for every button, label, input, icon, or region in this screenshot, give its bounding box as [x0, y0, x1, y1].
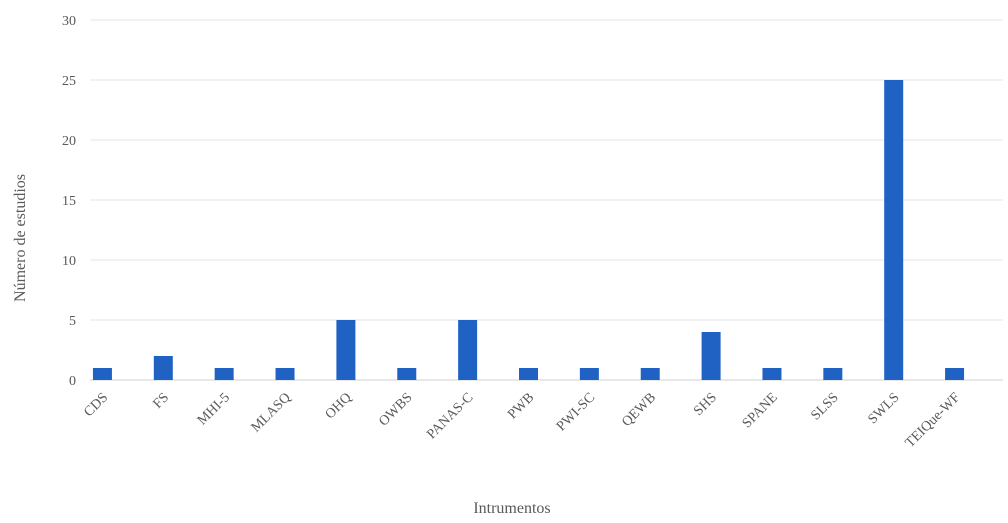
- x-tick-label: MLASQ: [249, 390, 294, 435]
- y-tick-label: 5: [69, 314, 76, 329]
- x-tick-label: MHI-5: [195, 390, 233, 428]
- y-tick-label: 25: [62, 74, 76, 89]
- bar: [336, 320, 356, 380]
- x-axis-ticks: CDS FS MHI-5 MLASQ OHQ OWBS PANAS-C PWB PWI-SC QE…: [81, 390, 963, 451]
- y-tick-label: 30: [62, 14, 76, 29]
- x-tick-label: PWB: [505, 390, 537, 422]
- x-tick-label: CDS: [81, 390, 111, 420]
- bar: [397, 368, 417, 380]
- bar: [579, 368, 599, 380]
- x-tick-label: PANAS-C: [424, 390, 476, 442]
- bar: [640, 368, 660, 380]
- bar: [519, 368, 538, 380]
- bar: [92, 368, 112, 380]
- bar: [153, 356, 173, 380]
- y-axis-title: Número de estudios: [12, 174, 29, 302]
- bar: [945, 368, 965, 380]
- y-tick-label: 15: [62, 194, 76, 209]
- x-tick-label: OHQ: [323, 390, 355, 422]
- bars: [92, 80, 965, 380]
- x-tick-label: SWLS: [866, 390, 903, 427]
- x-tick-label: TEIQue-WF: [903, 390, 964, 451]
- x-tick-label: SLSS: [808, 390, 841, 423]
- x-tick-label: FS: [151, 390, 173, 412]
- bar: [214, 368, 234, 380]
- x-tick-label: SHS: [691, 390, 720, 419]
- x-tick-label: QEWB: [619, 390, 659, 430]
- x-tick-label: OWBS: [376, 390, 415, 429]
- y-tick-label: 10: [62, 254, 76, 269]
- bar: [458, 320, 478, 380]
- bar: [275, 368, 295, 380]
- x-tick-label: PWI-SC: [554, 390, 598, 434]
- bar: [823, 368, 843, 380]
- x-axis-title: Intrumentos: [473, 500, 550, 517]
- y-tick-label: 0: [69, 374, 76, 389]
- y-axis-ticks: 0 5 10 15 20 25 30: [62, 14, 76, 389]
- bar: [884, 80, 904, 380]
- gridlines: [90, 19, 1003, 381]
- bar: [701, 332, 721, 380]
- bar: [762, 368, 782, 380]
- y-tick-label: 20: [62, 134, 76, 149]
- x-tick-label: SPANE: [740, 390, 781, 431]
